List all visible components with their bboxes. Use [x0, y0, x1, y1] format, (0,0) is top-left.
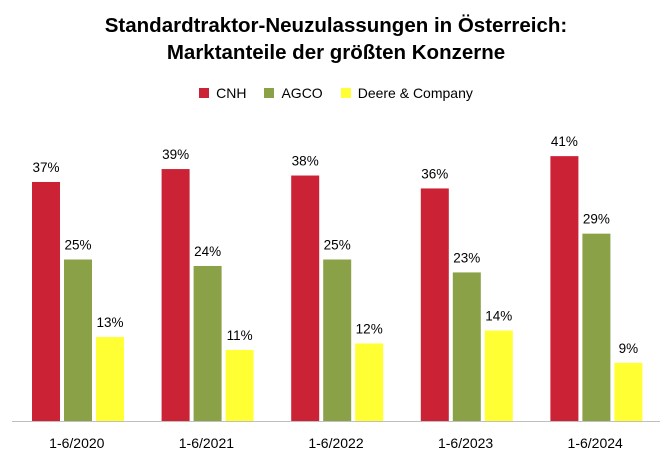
bar-cnh-4 [420, 188, 449, 421]
data-label-cnh-2: 39% [162, 147, 189, 162]
bar-agco-3 [323, 259, 352, 421]
bar-cnh-2 [161, 169, 190, 421]
legend-swatch-cnh [199, 88, 210, 98]
bar-agco-1 [64, 259, 92, 421]
data-label-cnh-5: 41% [551, 134, 578, 149]
bar-deere-company-3 [355, 343, 384, 421]
legend-item-agco: AGCO [264, 85, 323, 101]
bar-cnh-5 [550, 156, 579, 421]
chart-title: Standardtraktor-Neuzulassungen in Österr… [104, 14, 568, 37]
legend-swatch-deere [340, 88, 351, 98]
bar-cnh-3 [291, 175, 320, 421]
bar-deere-company-1 [96, 337, 124, 421]
data-label-agco-3: 25% [324, 238, 351, 253]
legend-label-agco: AGCO [281, 85, 323, 101]
data-label-cnh-1: 37% [32, 160, 59, 175]
bar-deere-company-4 [484, 330, 513, 421]
legend: CNH AGCO Deere & Company [0, 85, 672, 101]
data-label-deere-company-3: 12% [356, 321, 383, 336]
x-tick-label-2: 1-6/2021 [179, 435, 234, 451]
bar-agco-5 [582, 233, 611, 421]
x-tick-label-1: 1-6/2020 [49, 435, 104, 451]
bar-cnh-1 [32, 181, 60, 421]
data-label-agco-4: 23% [453, 250, 480, 265]
data-label-deere-company-2: 11% [227, 328, 253, 343]
legend-swatch-agco [264, 88, 275, 98]
data-label-agco-2: 24% [194, 244, 221, 259]
legend-label-cnh: CNH [216, 85, 247, 101]
legend-label-deere: Deere & Company [357, 85, 473, 101]
data-label-agco-1: 25% [64, 238, 91, 253]
data-label-deere-company-5: 9% [619, 341, 639, 356]
data-label-agco-5: 29% [583, 212, 610, 227]
bar-deere-company-2 [225, 349, 254, 421]
bar-deere-company-5 [614, 362, 643, 421]
x-tick-label-4: 1-6/2023 [438, 435, 493, 451]
chart-subtitle: Marktanteile der größten Konzerne [166, 41, 506, 64]
legend-item-deere: Deere & Company [340, 85, 473, 101]
data-label-cnh-3: 38% [292, 154, 319, 169]
bar-agco-2 [193, 265, 222, 421]
data-label-cnh-4: 36% [421, 166, 448, 181]
x-tick-label-5: 1-6/2024 [568, 435, 623, 451]
x-tick-label-3: 1-6/2022 [308, 435, 363, 451]
legend-item-cnh: CNH [199, 85, 246, 101]
data-label-deere-company-4: 14% [485, 309, 512, 324]
data-label-deere-company-1: 13% [96, 315, 123, 330]
bar-agco-4 [452, 272, 481, 421]
